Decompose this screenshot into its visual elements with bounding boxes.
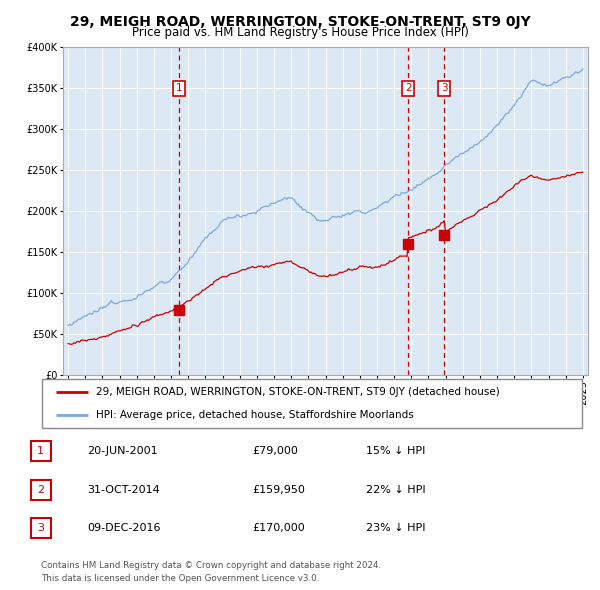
FancyBboxPatch shape	[31, 480, 51, 500]
FancyBboxPatch shape	[31, 441, 51, 461]
FancyBboxPatch shape	[31, 518, 51, 538]
Text: 1: 1	[37, 447, 44, 456]
Text: £79,000: £79,000	[252, 447, 298, 456]
Text: 2: 2	[405, 83, 412, 93]
Text: 29, MEIGH ROAD, WERRINGTON, STOKE-ON-TRENT, ST9 0JY: 29, MEIGH ROAD, WERRINGTON, STOKE-ON-TRE…	[70, 15, 530, 30]
Text: 22% ↓ HPI: 22% ↓ HPI	[366, 485, 425, 494]
Text: Contains HM Land Registry data © Crown copyright and database right 2024.
This d: Contains HM Land Registry data © Crown c…	[41, 562, 381, 583]
Text: 1: 1	[176, 83, 182, 93]
Text: 3: 3	[37, 523, 44, 533]
Text: 2: 2	[37, 485, 44, 494]
Text: HPI: Average price, detached house, Staffordshire Moorlands: HPI: Average price, detached house, Staf…	[96, 409, 414, 419]
Text: 09-DEC-2016: 09-DEC-2016	[87, 523, 161, 533]
Text: 3: 3	[441, 83, 448, 93]
Text: 15% ↓ HPI: 15% ↓ HPI	[366, 447, 425, 456]
Text: 31-OCT-2014: 31-OCT-2014	[87, 485, 160, 494]
Text: 29, MEIGH ROAD, WERRINGTON, STOKE-ON-TRENT, ST9 0JY (detached house): 29, MEIGH ROAD, WERRINGTON, STOKE-ON-TRE…	[96, 388, 500, 398]
Text: 23% ↓ HPI: 23% ↓ HPI	[366, 523, 425, 533]
Text: £159,950: £159,950	[252, 485, 305, 494]
Text: Price paid vs. HM Land Registry's House Price Index (HPI): Price paid vs. HM Land Registry's House …	[131, 26, 469, 39]
Text: 20-JUN-2001: 20-JUN-2001	[87, 447, 158, 456]
FancyBboxPatch shape	[42, 379, 582, 428]
Text: £170,000: £170,000	[252, 523, 305, 533]
